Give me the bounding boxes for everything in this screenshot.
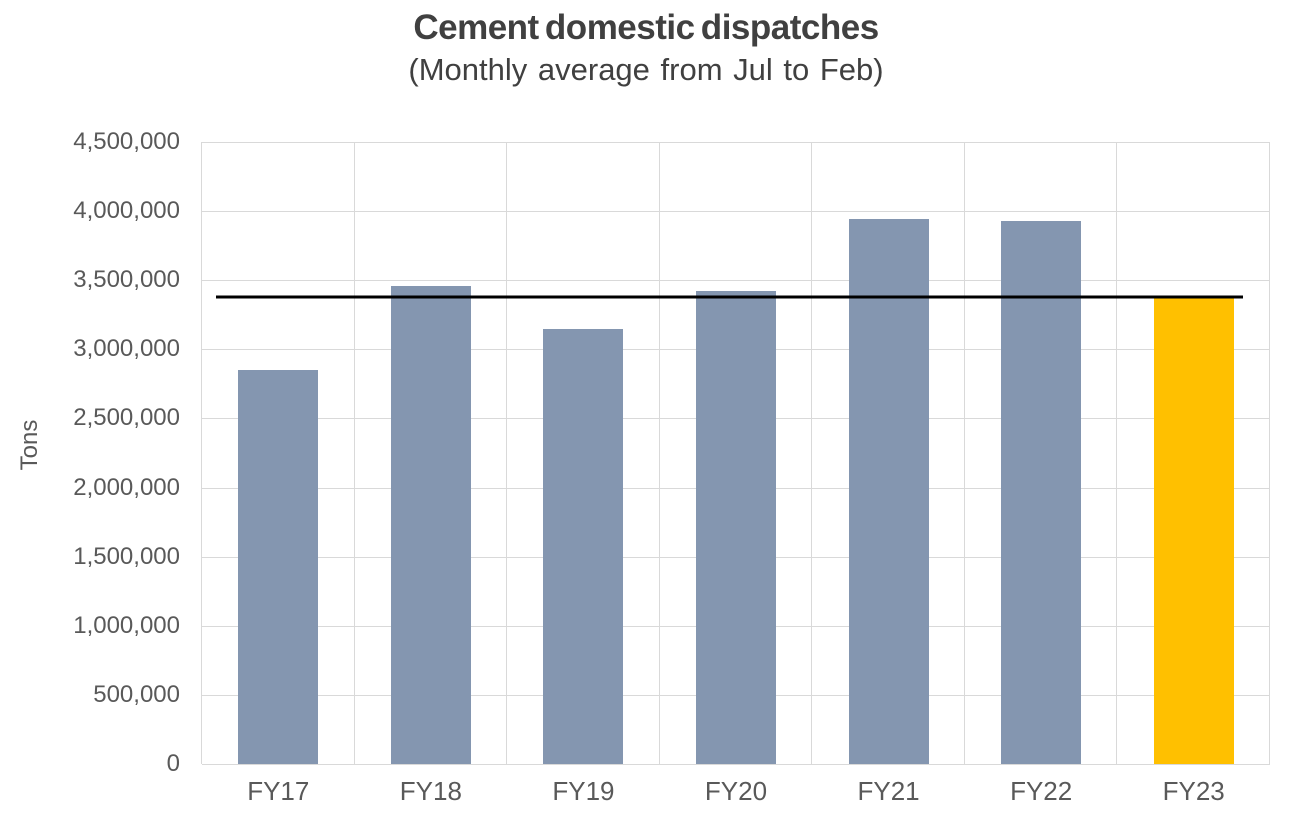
vertical-gridline xyxy=(963,142,965,764)
y-axis-tick-label: 3,500,000 xyxy=(73,266,180,294)
vertical-gridline xyxy=(1116,142,1118,764)
y-axis-tick-label: 2,000,000 xyxy=(73,473,180,501)
vertical-gridline xyxy=(1269,142,1270,764)
y-axis-tick-label: 1,000,000 xyxy=(73,611,180,639)
y-axis-tick-label: 3,000,000 xyxy=(73,335,180,363)
horizontal-gridline xyxy=(202,764,1270,765)
x-axis-tick-labels: FY17 FY18 FY19 FY20 FY21 FY22 FY23 xyxy=(202,772,1270,812)
x-axis-tick-label-FY19: FY19 xyxy=(552,776,615,806)
vertical-gridline xyxy=(658,142,660,764)
x-axis-tick-label-FY22: FY22 xyxy=(1010,776,1073,806)
vertical-gridline xyxy=(506,142,508,764)
horizontal-gridline xyxy=(202,280,1270,282)
vertical-gridline xyxy=(353,142,355,764)
y-axis-tick-labels: 0 500,000 1,000,000 1,500,000 2,000,000 2,500… xyxy=(0,128,180,777)
bar-FY17 xyxy=(238,370,319,764)
y-axis-tick-label: 4,500,000 xyxy=(73,128,180,155)
bar-FY20 xyxy=(696,291,776,764)
reference-line xyxy=(215,295,1244,299)
x-axis-tick-label-FY23: FY23 xyxy=(1162,776,1225,806)
bar-FY22 xyxy=(1001,220,1082,764)
vertical-gridline xyxy=(201,142,202,764)
bar-FY18 xyxy=(390,285,471,764)
y-axis-tick-label: 4,000,000 xyxy=(73,197,180,225)
plot-area xyxy=(201,142,1270,765)
x-axis-tick-label-FY21: FY21 xyxy=(857,776,920,806)
vertical-gridline xyxy=(811,142,813,764)
x-axis-tick-label-FY18: FY18 xyxy=(399,776,462,806)
chart-title: Cement domestic dispatches xyxy=(413,8,879,47)
y-axis-tick-label: 500,000 xyxy=(93,680,180,708)
bar-FY23 xyxy=(1153,296,1234,764)
horizontal-gridline xyxy=(202,211,1270,213)
y-axis-tick-label: 1,500,000 xyxy=(73,542,180,570)
x-axis-tick-label-FY17: FY17 xyxy=(247,776,310,806)
y-axis-tick-label: 0 xyxy=(166,750,180,777)
bar-FY19 xyxy=(543,328,624,764)
x-axis-tick-label-FY20: FY20 xyxy=(704,776,768,806)
chart-subtitle: (Monthly average from Jul to Feb) xyxy=(408,52,884,87)
y-axis-tick-label: 2,500,000 xyxy=(73,404,180,432)
bar-FY21 xyxy=(848,219,929,764)
horizontal-gridline xyxy=(202,142,1270,143)
